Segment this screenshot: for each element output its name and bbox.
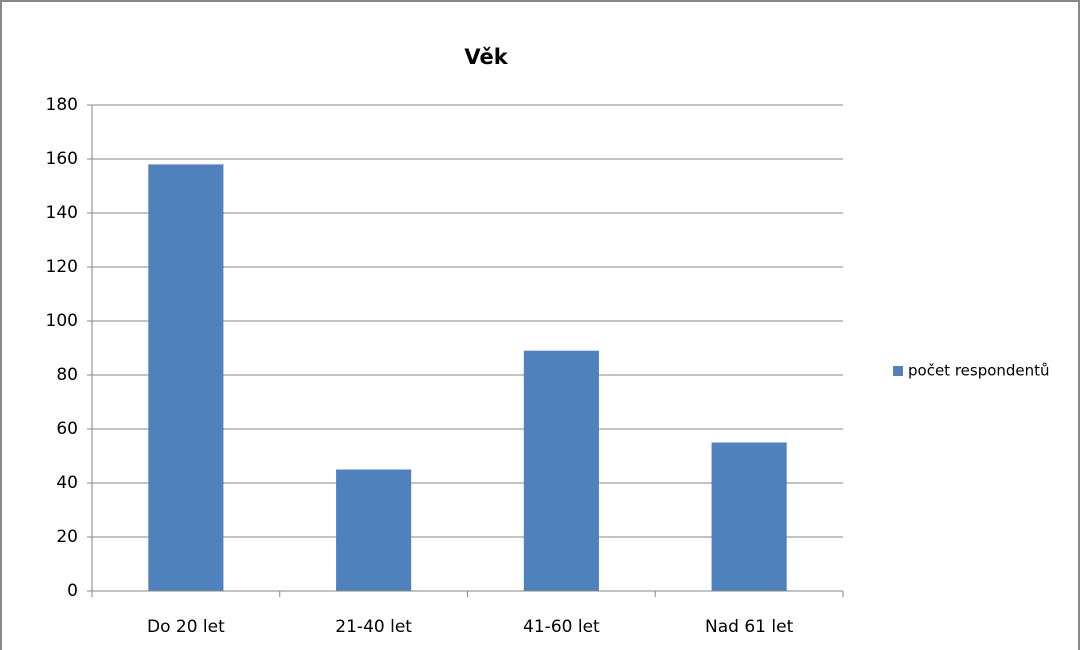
y-tick-label: 60 [56, 419, 78, 439]
legend-text: počet respondentů [908, 362, 1050, 380]
y-tick-label: 20 [56, 527, 78, 547]
x-tick-label: 21-40 let [335, 617, 412, 637]
x-tick-label: Nad 61 let [705, 617, 794, 637]
bar [336, 469, 412, 591]
bar [523, 350, 599, 591]
bar [148, 164, 224, 591]
y-tick-label: 100 [46, 311, 78, 331]
y-tick-label: 160 [46, 149, 78, 169]
y-tick-label: 120 [46, 257, 78, 277]
y-tick-label: 180 [46, 95, 78, 115]
chart-title: Věk [464, 45, 508, 69]
x-tick-label: 41-60 let [523, 617, 600, 637]
x-tick-label: Do 20 let [147, 617, 225, 637]
y-tick-label: 80 [56, 365, 78, 385]
bar [711, 442, 787, 591]
y-tick-label: 0 [67, 581, 78, 601]
y-tick-label: 40 [56, 473, 78, 493]
y-tick-label: 140 [46, 203, 78, 223]
legend-swatch [893, 366, 903, 376]
